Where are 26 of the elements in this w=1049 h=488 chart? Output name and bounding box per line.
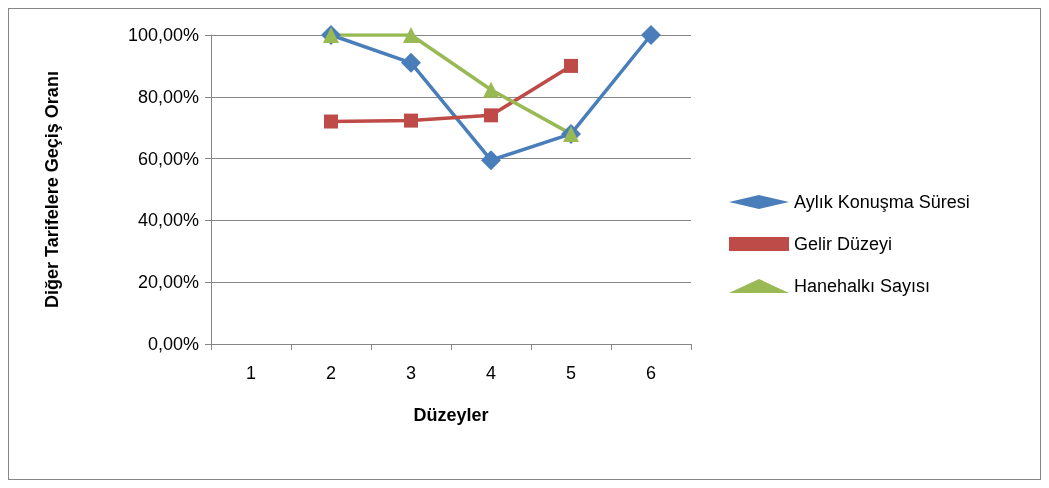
y-tick-label: 100,00%	[127, 25, 199, 45]
x-tick-label: 4	[485, 363, 497, 383]
y-axis-title: Diğer Tarifelere Geçiş Oranı	[42, 71, 62, 308]
point	[403, 27, 419, 43]
y-tick-label: 80,00%	[137, 86, 199, 107]
point	[481, 150, 501, 171]
point	[641, 25, 661, 45]
y-tick-label: 40,00%	[137, 210, 199, 231]
x-tick-label: 3	[405, 363, 417, 383]
point	[484, 108, 498, 123]
point	[564, 58, 578, 73]
y-tick-label: 60,00%	[137, 148, 199, 169]
legend-label: Aylık Konuşma Süresi	[794, 192, 970, 212]
point	[401, 52, 421, 73]
y-tick-label: 0,00%	[147, 334, 199, 354]
point	[483, 81, 499, 98]
point	[324, 114, 338, 129]
legend-label: Gelir Düzeyi	[794, 234, 893, 254]
x-tick-label: 6	[645, 363, 657, 383]
x-tick-label: 2	[325, 363, 337, 383]
point	[404, 113, 418, 128]
y-tick-label: 20,00%	[137, 272, 199, 293]
legend-label: Hanehalkı Sayısı	[794, 276, 931, 296]
x-tick-label: 1	[245, 363, 257, 383]
x-tick-label: 5	[565, 363, 577, 383]
x-axis-title: Düzeyler	[413, 405, 489, 425]
